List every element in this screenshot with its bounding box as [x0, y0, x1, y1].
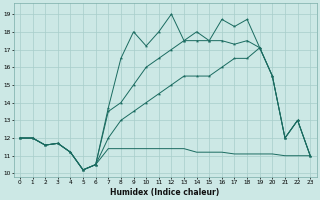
X-axis label: Humidex (Indice chaleur): Humidex (Indice chaleur) — [110, 188, 220, 197]
